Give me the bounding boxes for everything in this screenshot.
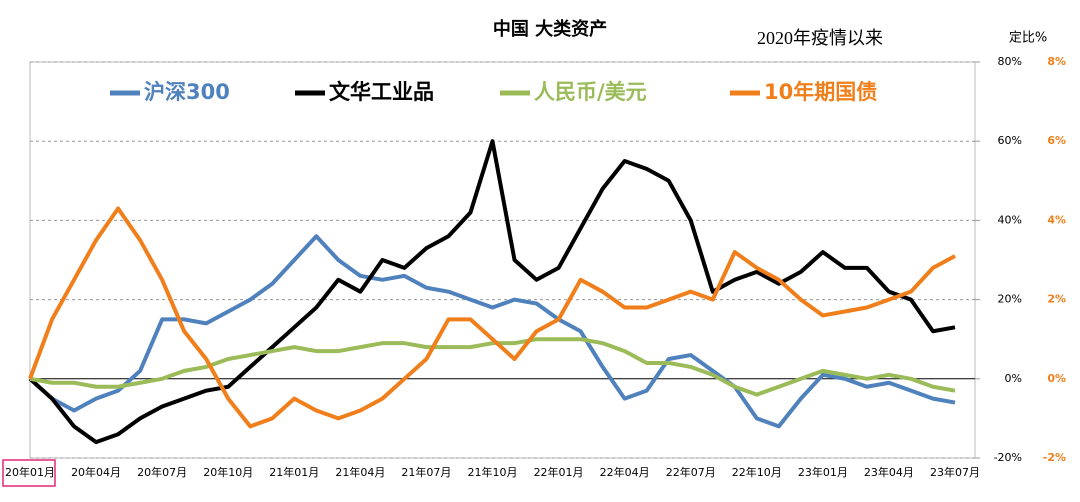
- y2-tick-label: 2%: [1047, 293, 1066, 306]
- plot-frame: [29, 61, 976, 459]
- legend-label: 文华工业品: [329, 80, 434, 104]
- x-tick-label: 22年04月: [600, 465, 650, 479]
- x-tick-label: 22年10月: [732, 465, 782, 479]
- x-tick-label: 22年01月: [534, 465, 584, 479]
- series-line: [28, 234, 956, 429]
- x-tick-label: 21年10月: [468, 465, 518, 479]
- y2-tick-label: 6%: [1047, 134, 1066, 147]
- y-tick-label: 60%: [998, 134, 1022, 147]
- y-tick-label: 80%: [998, 55, 1022, 68]
- y-tick-label: 0%: [1005, 372, 1022, 385]
- y2-tick-label: 0%: [1047, 372, 1066, 385]
- x-tick-label: 21年07月: [401, 465, 451, 479]
- y-tick-label: -20%: [994, 451, 1022, 464]
- y-axis-label: 定比%: [1009, 31, 1047, 46]
- x-tick-label: 23年01月: [798, 465, 848, 479]
- x-tick-label: 21年04月: [335, 465, 385, 479]
- series-line: [28, 139, 956, 445]
- x-tick-label: 20年01月: [5, 465, 55, 479]
- chart-title: 中国 大类资产: [493, 18, 607, 40]
- highlight-box: [2, 459, 56, 487]
- x-tick-label: 22年07月: [666, 465, 716, 479]
- x-tick-label: 20年07月: [137, 465, 187, 479]
- y2-tick-label: 4%: [1047, 213, 1066, 226]
- series-line: [29, 337, 956, 397]
- y2-tick-label: 8%: [1047, 55, 1066, 68]
- y-tick-label: 40%: [998, 213, 1022, 226]
- series-line: [28, 206, 956, 429]
- chart-subtitle: 2020年疫情以来: [757, 28, 883, 48]
- y2-tick-label: -2%: [1043, 451, 1066, 464]
- y-tick-label: 20%: [998, 293, 1022, 306]
- x-tick-label: 23年04月: [864, 465, 914, 479]
- x-tick-label: 20年04月: [71, 465, 121, 479]
- x-tick-label: 21年01月: [269, 465, 319, 479]
- x-tick-label: 23年07月: [930, 465, 980, 479]
- legend-label: 沪深300: [144, 80, 230, 104]
- legend-label: 10年期国债: [764, 80, 877, 104]
- legend-label: 人民币/美元: [534, 80, 647, 104]
- x-tick-label: 20年10月: [203, 465, 253, 479]
